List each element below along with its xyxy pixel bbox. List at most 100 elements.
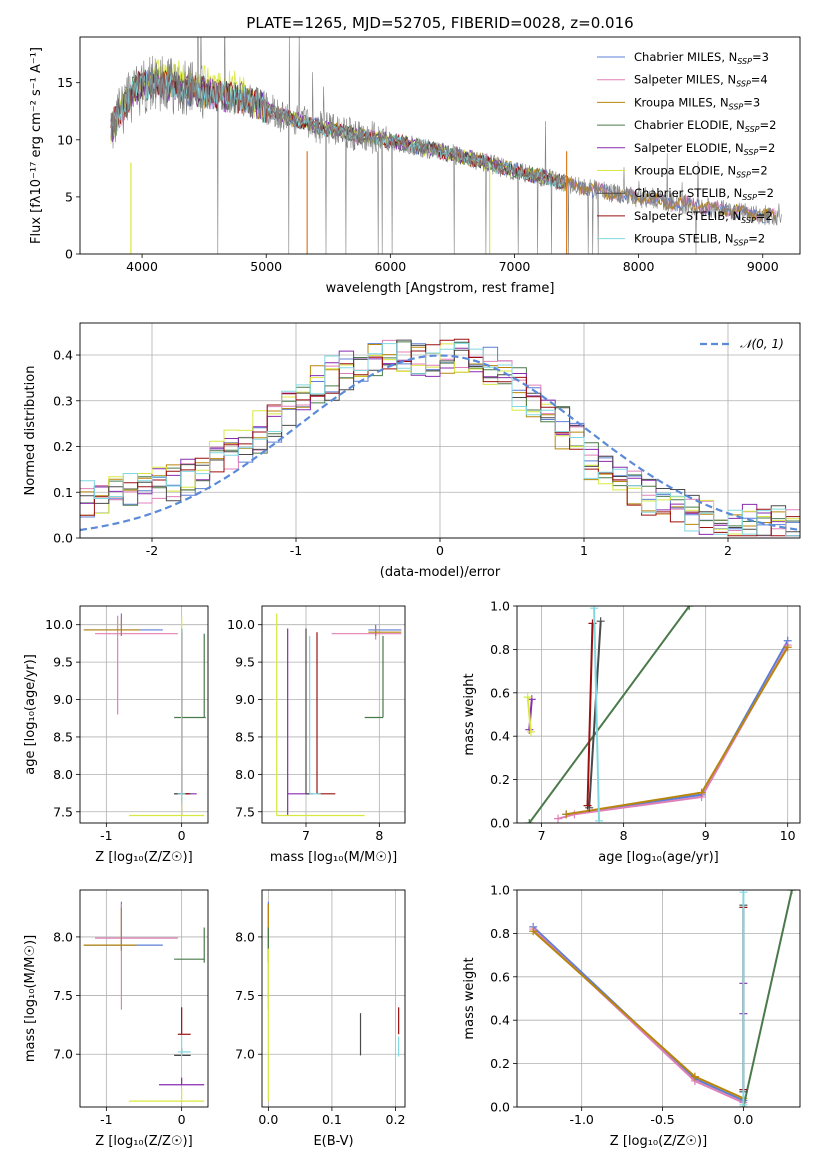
weight-marker <box>739 890 748 897</box>
x-tick-label: 7 <box>302 828 310 843</box>
legend-label: Chabrier STELIB, NSSP=2 <box>634 186 774 202</box>
x-tick-label: 0 <box>178 828 186 843</box>
weight-marker <box>590 606 599 613</box>
y-tick-label: 7.0 <box>53 1047 73 1062</box>
weight-marker <box>529 927 538 936</box>
weight-marker <box>596 617 605 626</box>
axes-frame <box>261 889 406 1108</box>
x-tick-label: 0 <box>178 1112 186 1127</box>
weight-marker <box>525 819 534 823</box>
y-tick-label: 0.8 <box>490 642 510 657</box>
x-tick-label: -1 <box>100 828 112 843</box>
y-tick-label: 7.5 <box>235 804 255 819</box>
x-tick-label: -0.5 <box>650 1112 674 1127</box>
y-tick-label: 0.3 <box>53 393 73 408</box>
x-tick-label: 7000 <box>499 259 531 274</box>
y-tick-label: 10 <box>57 132 73 147</box>
y-tick-label: 0.0 <box>53 531 73 546</box>
x-tick-label: 8 <box>375 828 383 843</box>
y-tick-label: 8.0 <box>53 767 73 782</box>
weight-marker <box>527 695 536 704</box>
y-tick-label: 9.0 <box>235 692 255 707</box>
panel-residuals: -2 -1 0 1 2 0.0 0.1 0.2 0.3 0.4 (data-model)/error… <box>23 322 801 580</box>
plot-area-mass_vs_ebv <box>267 901 400 1102</box>
y-tick-label: 0.4 <box>53 348 73 363</box>
y-tick-label: 8.0 <box>235 767 255 782</box>
weight-line <box>586 623 594 806</box>
plot-area-spectrum <box>110 37 782 254</box>
y-axis-label: Flux [fλ10⁻¹⁷ erg cm⁻² s⁻¹ A⁻¹] <box>29 47 44 244</box>
axes-frame <box>79 36 801 255</box>
x-axis-label: Z [log₁₀(Z/Z☉)] <box>610 1134 707 1149</box>
y-tick-label: 1.0 <box>490 599 510 614</box>
x-tick-label: 8 <box>620 828 628 843</box>
x-tick-label: 1 <box>580 543 588 558</box>
x-tick-label: 0.2 <box>386 1112 406 1127</box>
y-tick-label: 0.0 <box>490 1100 510 1115</box>
y-tick-label: 5 <box>65 189 73 204</box>
x-tick-label: 7 <box>538 828 546 843</box>
y-tick-label: 0.4 <box>490 729 510 744</box>
y-tick-label: 0.1 <box>53 485 73 500</box>
y-axis-label: mass [log₁₀(M/M☉)] <box>23 935 38 1062</box>
legend-label: Salpeter ELODIE, NSSP=2 <box>634 141 775 157</box>
gaussian-curve <box>80 354 800 532</box>
weight-marker <box>739 1100 748 1107</box>
panel-mass_vs_ebv: 0.0 0.1 0.2 7.0 7.5 8.0 E(B-V) <box>235 889 406 1149</box>
y-tick-label: 7.5 <box>53 804 73 819</box>
legend-label: Kroupa ELODIE, NSSP=2 <box>634 164 768 180</box>
legend-label: 𝒩(0, 1) <box>740 337 784 351</box>
x-tick-label: 0.1 <box>322 1112 342 1127</box>
y-tick-label: 7.0 <box>235 1047 255 1062</box>
legend-label: Chabrier MILES, NSSP=3 <box>634 50 769 66</box>
y-tick-label: 0.2 <box>490 772 510 787</box>
y-tick-label: 9.0 <box>53 692 73 707</box>
y-tick-label: 8.5 <box>235 729 255 744</box>
weight-line <box>528 606 691 823</box>
axes-frame <box>261 605 406 824</box>
panel-age_vs_Z: -1 0 7.5 8.0 8.5 9.0 9.5 10.0 Z [log₁₀(Z/Z☉)] age… <box>23 605 209 865</box>
plot-area-residuals <box>80 338 800 537</box>
x-tick-label: 9 <box>702 828 710 843</box>
residual-histogram <box>80 338 800 537</box>
weight-marker <box>554 814 563 823</box>
legend-label: Salpeter MILES, NSSP=4 <box>634 73 768 89</box>
weight-line <box>526 697 532 732</box>
y-tick-label: 0.6 <box>490 969 510 984</box>
weight-marker <box>526 727 535 736</box>
x-tick-label: 2 <box>724 543 732 558</box>
x-axis-label: Z [log₁₀(Z/Z☉)] <box>95 1134 192 1149</box>
x-tick-label: -1 <box>100 1112 112 1127</box>
x-tick-label: 4000 <box>126 259 158 274</box>
x-tick-label: 9000 <box>747 259 779 274</box>
y-tick-label: 0.6 <box>490 685 510 700</box>
axes-frame <box>79 605 209 824</box>
weight-marker <box>697 788 706 797</box>
x-axis-label: wavelength [Angstrom, rest frame] <box>326 281 555 296</box>
y-tick-label: 0.8 <box>490 926 510 941</box>
y-tick-label: 0.2 <box>53 439 73 454</box>
x-tick-label: 8000 <box>623 259 655 274</box>
y-tick-label: 10.0 <box>45 617 73 632</box>
residual-histogram <box>80 343 800 535</box>
panel-weight_vs_age: 7 8 9 10 0.0 0.2 0.4 0.6 0.8 1.0 age [log₁₀(age/yr… <box>462 599 801 865</box>
y-tick-label: 8.5 <box>53 729 73 744</box>
residual-histogram <box>80 339 800 536</box>
weight-marker <box>690 1072 699 1081</box>
y-axis-label: mass weight <box>462 957 477 1039</box>
legend-label: Kroupa STELIB, NSSP=2 <box>634 232 765 248</box>
weight-marker <box>523 693 532 702</box>
y-axis-label: mass weight <box>462 673 477 755</box>
y-tick-label: 7.5 <box>53 988 73 1003</box>
panel-mass_vs_Z: -1 0 7.0 7.5 8.0 Z [log₁₀(Z/Z☉)] mass [log₁₀(M… <box>23 889 209 1149</box>
x-axis-label: (data-model)/error <box>380 565 501 580</box>
x-tick-label: 0.0 <box>733 1112 753 1127</box>
weight-line <box>588 621 602 808</box>
y-tick-label: 1.0 <box>490 883 510 898</box>
weight-line <box>742 890 793 1107</box>
weight-marker <box>525 725 534 734</box>
y-tick-label: 7.5 <box>235 988 255 1003</box>
axes-frame <box>79 889 209 1108</box>
weight-line <box>593 608 600 821</box>
axes-frame <box>516 889 801 1108</box>
